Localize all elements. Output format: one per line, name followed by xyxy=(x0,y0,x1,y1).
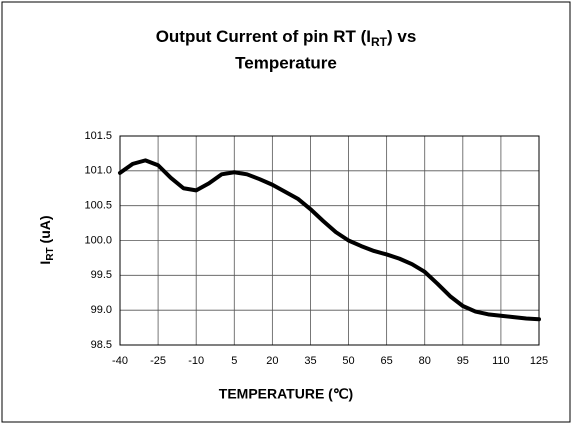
y-label-subscript: RT xyxy=(45,247,56,260)
y-tick-label: 99.0 xyxy=(91,304,112,316)
x-tick-label: 80 xyxy=(419,355,431,367)
y-label-part: I xyxy=(37,261,53,265)
chart-frame xyxy=(1,1,571,423)
x-tick-label: 35 xyxy=(304,355,316,367)
x-tick-label: 110 xyxy=(492,355,510,367)
x-tick-label: 95 xyxy=(457,355,469,367)
x-tick-label: -10 xyxy=(188,355,204,367)
x-tick-label: 125 xyxy=(530,355,548,367)
data-line xyxy=(118,158,541,322)
y-tick-label: 100.5 xyxy=(84,200,112,212)
chart-title-line2: Temperature xyxy=(235,53,337,72)
y-tick-label: 98.5 xyxy=(91,339,112,351)
title-part: Output Current of pin RT (I xyxy=(156,27,371,46)
title-part: ) vs xyxy=(387,27,416,46)
y-tick-label: 101.5 xyxy=(84,130,112,142)
x-tick-label: 20 xyxy=(266,355,278,367)
chart-title: Output Current of pin RT (IRT) vs xyxy=(156,27,417,49)
x-tick-label: -40 xyxy=(112,355,128,367)
y-label-part: (uA) xyxy=(37,215,53,247)
y-tick-label: 101.0 xyxy=(84,165,112,177)
x-axis-label: TEMPERATURE (℃) xyxy=(219,386,353,402)
y-tick-label: 100.0 xyxy=(84,234,112,246)
plot-frame xyxy=(119,135,540,346)
x-tick-label: 65 xyxy=(381,355,393,367)
x-tick-label: 5 xyxy=(231,355,237,367)
y-tick-label: 99.5 xyxy=(91,269,112,281)
x-tick-label: 50 xyxy=(342,355,354,367)
x-tick-label: -25 xyxy=(150,355,166,367)
title-subscript: RT xyxy=(371,35,388,49)
y-axis-label: IRT (uA) xyxy=(37,215,56,264)
